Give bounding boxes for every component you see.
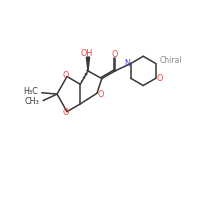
Text: Chiral: Chiral [159,56,182,65]
Text: O: O [97,90,104,99]
Text: O: O [112,50,118,59]
Text: O: O [62,71,69,80]
Text: O: O [156,74,163,83]
Text: OH: OH [81,49,93,58]
Polygon shape [86,57,90,71]
Text: N: N [124,59,130,68]
Text: H₃C: H₃C [23,87,38,96]
Text: O: O [62,108,69,117]
Text: CH₃: CH₃ [25,97,40,106]
